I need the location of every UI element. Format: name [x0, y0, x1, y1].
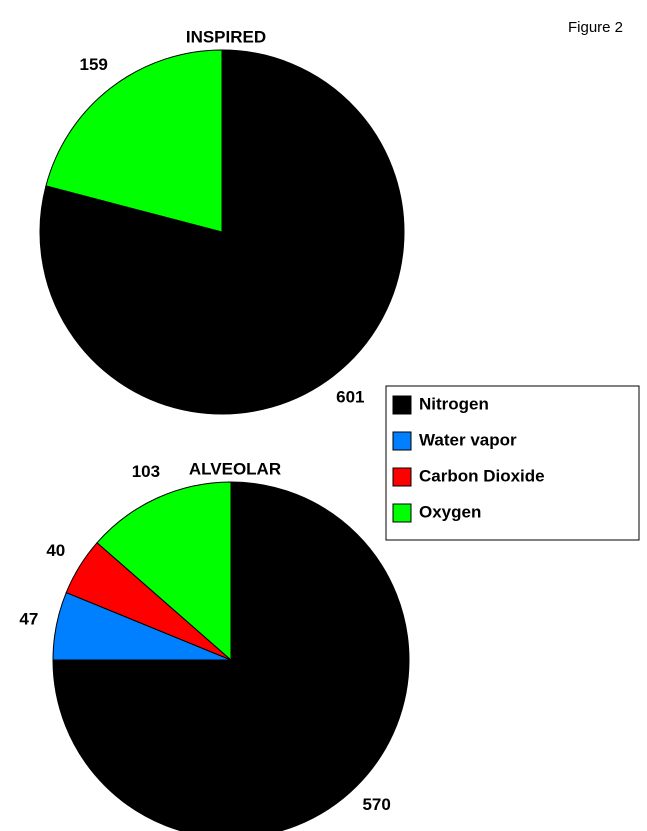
- legend-swatch: [392, 431, 412, 451]
- legend-box: [385, 385, 640, 541]
- legend-label: Water vapor: [419, 430, 517, 449]
- data-label: 601: [336, 388, 364, 407]
- pie-slice: [96, 481, 232, 662]
- legend-swatch: [392, 467, 412, 487]
- data-label: 103: [132, 462, 160, 481]
- pie-slice: [45, 49, 223, 233]
- data-label: 159: [80, 55, 108, 74]
- chart-title: ALVEOLAR: [189, 459, 281, 478]
- legend-swatch: [392, 503, 412, 523]
- legend-label: Nitrogen: [419, 394, 489, 413]
- figure-label: Figure 2: [568, 19, 623, 36]
- pie-slice: [39, 49, 405, 415]
- legend-label: Oxygen: [419, 502, 481, 521]
- legend-label: Carbon Dioxide: [419, 466, 545, 485]
- data-label: 47: [19, 610, 38, 629]
- chart-title: INSPIRED: [186, 27, 266, 46]
- pie-slice: [52, 481, 410, 831]
- data-label: 570: [362, 795, 390, 814]
- legend-swatch: [392, 395, 412, 415]
- data-label: 40: [46, 541, 65, 560]
